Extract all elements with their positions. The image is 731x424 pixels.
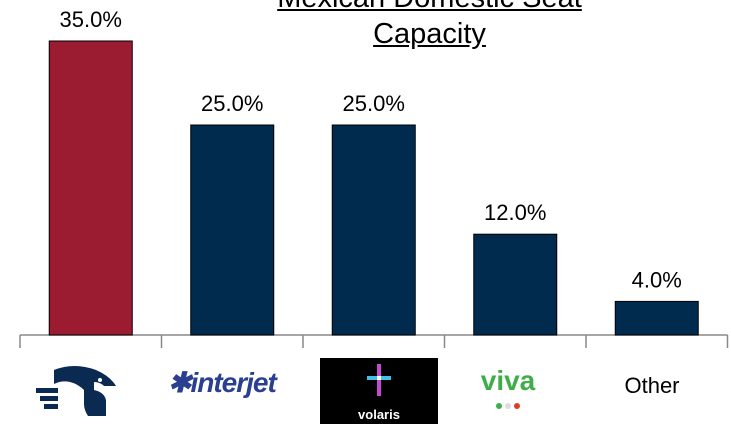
bar-viva	[473, 233, 558, 336]
bar-other	[614, 300, 699, 336]
volaris-cross-icon	[367, 364, 391, 396]
bar-interjet	[190, 124, 275, 336]
bar-aeromxico	[48, 40, 133, 336]
chart-title-line-1: Mexican Domestic Seat	[64, 0, 731, 15]
data-label: 4.0%	[632, 267, 682, 292]
volaris-logo: volaris	[320, 358, 438, 424]
x-label-other: Other	[624, 373, 680, 398]
data-label: 12.0%	[484, 200, 546, 225]
bar-volaris	[331, 124, 416, 336]
asterisk-icon: ✱	[168, 367, 191, 398]
data-label: 25.0%	[201, 91, 263, 116]
data-label: 25.0%	[343, 91, 405, 116]
chart-title-line-2: Capacity	[373, 18, 486, 50]
viva-dots-icon	[496, 403, 520, 409]
viva-logo: viva	[478, 365, 538, 415]
data-label: 35.0%	[60, 7, 122, 32]
aeromexico-eagle-icon	[36, 366, 116, 416]
interjet-logo: ✱interjet	[168, 367, 277, 398]
